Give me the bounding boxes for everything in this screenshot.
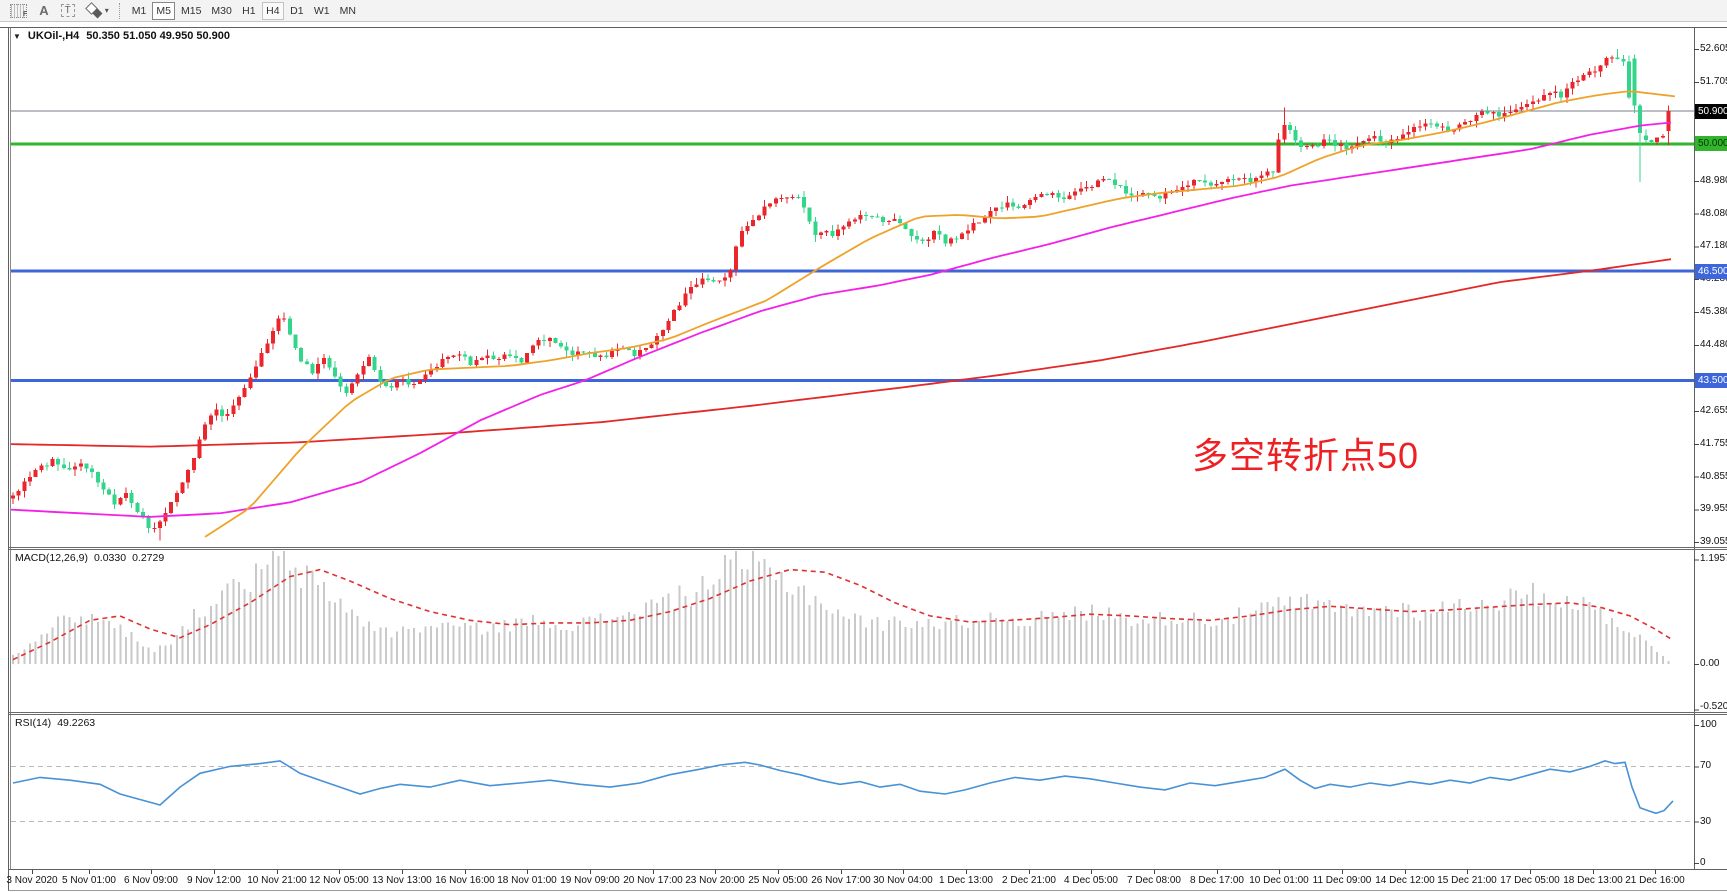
timeframe-toolbar: M1 M5 M15 M30 H1 H4 D1 W1 MN [127, 0, 361, 22]
time-axis-label: 13 Nov 13:00 [372, 875, 432, 886]
macd-main-value: 0.0330 [93, 552, 127, 564]
symbol-ohlc-values: 50.350 51.050 49.950 50.900 [86, 30, 231, 42]
time-axis-label: 6 Nov 09:00 [124, 875, 178, 886]
time-axis-label: 3 Nov 2020 [6, 875, 58, 886]
time-axis-label: 14 Dec 12:00 [1375, 875, 1435, 886]
macd-axis-label: 0.00 [1700, 658, 1720, 669]
time-axis-label: 4 Dec 05:00 [1064, 875, 1118, 886]
time-axis-label: 19 Nov 09:00 [560, 875, 620, 886]
price-axis-label: 44.480 [1700, 338, 1727, 350]
symbol-period-label: UKOil-,H4 [27, 30, 80, 42]
time-axis-label: 20 Nov 17:00 [623, 875, 683, 886]
time-axis-label: 30 Nov 04:00 [873, 875, 933, 886]
price-axis-label: 41.755 [1700, 437, 1727, 449]
price-badge-46.500: 46.500 [1695, 263, 1727, 279]
timeframe-button-H4[interactable]: H4 [261, 1, 284, 20]
macd-axis-label: -0.5209 [1700, 701, 1727, 712]
timeframe-button-M1[interactable]: M1 [131, 4, 147, 17]
price-axis-label: 48.980 [1700, 174, 1727, 186]
toolbar-grip[interactable] [118, 2, 121, 19]
rsi-name: RSI(14) [15, 717, 52, 729]
price-axis-label: 48.080 [1700, 207, 1727, 219]
symbol-dropdown-icon[interactable]: ▼ [13, 31, 21, 41]
chart-annotation-text: 多空转折点50 [1192, 435, 1420, 476]
main-chart-pane[interactable] [11, 28, 1694, 547]
time-axis-label: 23 Nov 20:00 [685, 875, 745, 886]
rsi-indicator-label: RSI(14) 49.2263 [15, 717, 95, 729]
price-axis-label: 51.705 [1700, 75, 1727, 87]
cursor-tool-icon[interactable]: ▾ [83, 1, 113, 21]
rsi-pane[interactable] [11, 716, 1694, 869]
timeframe-button-M30[interactable]: M30 [211, 4, 232, 17]
time-axis-label: 5 Nov 01:00 [62, 875, 116, 886]
price-axis-label: 46.280 [1700, 273, 1727, 285]
time-axis-label: 16 Nov 16:00 [435, 875, 495, 886]
time-axis-label: 11 Dec 09:00 [1312, 875, 1372, 886]
time-axis-label: 9 Nov 12:00 [187, 875, 241, 886]
toolbar: F A T ▾ M1 M5 M15 M30 H1 H4 D1 W1 MN [0, 0, 1727, 22]
macd-name: MACD(12,26,9) [15, 552, 88, 564]
rsi-axis-label: 30 [1700, 815, 1712, 827]
macd-pane[interactable] [11, 551, 1694, 712]
time-axis-label: 2 Dec 21:00 [1002, 875, 1056, 886]
price-badge-50.900: 50.900 [1695, 103, 1727, 119]
time-axis-label: 10 Dec 01:00 [1249, 875, 1309, 886]
rsi-value: 49.2263 [57, 717, 96, 729]
font-tool-icon[interactable]: A [35, 1, 52, 21]
price-axis-label: 40.855 [1700, 470, 1727, 482]
price-axis-label: 39.055 [1700, 536, 1727, 548]
timeframe-button-H1[interactable]: H1 [242, 4, 256, 17]
grid-icon [10, 3, 27, 18]
chart-symbol-line: ▼ UKOil-,H4 50.350 51.050 49.950 50.900 [13, 30, 230, 42]
letter-a-icon: A [39, 3, 49, 18]
time-axis-label: 18 Dec 13:00 [1563, 875, 1623, 886]
price-axis-label: 39.955 [1700, 503, 1727, 515]
price-axis-label: 52.605 [1700, 43, 1727, 54]
time-axis-label: 21 Dec 16:00 [1625, 875, 1685, 886]
grid-icon-letter: F [23, 11, 28, 18]
price-axis-label: 42.655 [1700, 405, 1727, 417]
macd-axis-label: 1.1957 [1700, 553, 1727, 565]
price-axis-label: 47.180 [1700, 240, 1727, 252]
time-axis-label: 1 Dec 13:00 [939, 875, 993, 886]
macd-signal-value: 0.2729 [132, 552, 165, 564]
timeframe-button-MN[interactable]: MN [339, 4, 356, 17]
time-axis-label: 12 Nov 05:00 [309, 875, 369, 886]
time-axis-label: 10 Nov 21:00 [247, 875, 307, 886]
price-badge-43.500: 43.500 [1695, 372, 1727, 388]
time-axis-label: 7 Dec 08:00 [1127, 875, 1181, 886]
timeframe-button-M5[interactable]: M5 [152, 1, 175, 20]
time-axis-label: 18 Nov 01:00 [497, 875, 557, 886]
timeframe-button-W1[interactable]: W1 [313, 4, 330, 17]
text-label-tool-icon[interactable]: T [57, 1, 79, 21]
time-axis-label: 25 Nov 05:00 [748, 875, 808, 886]
price-axis-label: 45.380 [1700, 305, 1727, 317]
indicators-grid-icon[interactable]: F [6, 1, 31, 21]
time-axis-label: 8 Dec 17:00 [1190, 875, 1244, 886]
rsi-axis-label: 0 [1700, 857, 1706, 868]
timeframe-button-D1[interactable]: D1 [290, 4, 304, 17]
letter-t-icon: T [60, 4, 75, 17]
price-badge-50.000: 50.000 [1695, 136, 1727, 152]
time-axis-label: 15 Dec 21:00 [1437, 875, 1497, 886]
dropdown-caret-icon: ▾ [104, 6, 109, 15]
timeframe-button-M15[interactable]: M15 [180, 4, 202, 17]
time-axis-label: 26 Nov 17:00 [811, 875, 871, 886]
rsi-axis-label: 100 [1700, 719, 1717, 730]
macd-indicator-label: MACD(12,26,9) 0.0330 0.2729 [15, 552, 164, 564]
rsi-axis-label: 70 [1700, 760, 1712, 772]
time-axis-label: 17 Dec 05:00 [1500, 875, 1560, 886]
